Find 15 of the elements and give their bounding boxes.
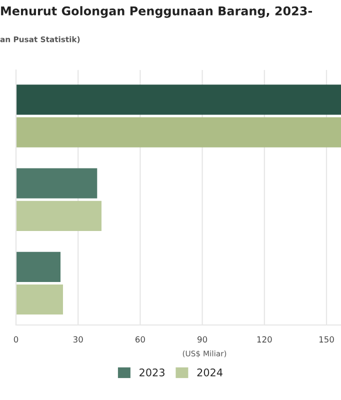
chart-title: Menurut Golongan Penggunaan Barang, 2023- <box>1 6 312 18</box>
bar <box>16 284 63 315</box>
bar <box>16 200 102 231</box>
bar <box>16 84 341 115</box>
x-tick-label: 60 <box>135 336 145 343</box>
x-tick-label: 120 <box>257 336 272 343</box>
bar <box>16 252 61 282</box>
x-tick-label: 0 <box>14 336 18 343</box>
bar <box>16 117 341 148</box>
legend-label: 2024 <box>197 368 222 376</box>
x-tick-label: 30 <box>73 336 83 343</box>
x-tick-label: 150 <box>319 336 334 343</box>
bar <box>16 168 98 198</box>
legend-label: 2023 <box>140 368 164 376</box>
x-tick-label: 90 <box>198 336 208 343</box>
